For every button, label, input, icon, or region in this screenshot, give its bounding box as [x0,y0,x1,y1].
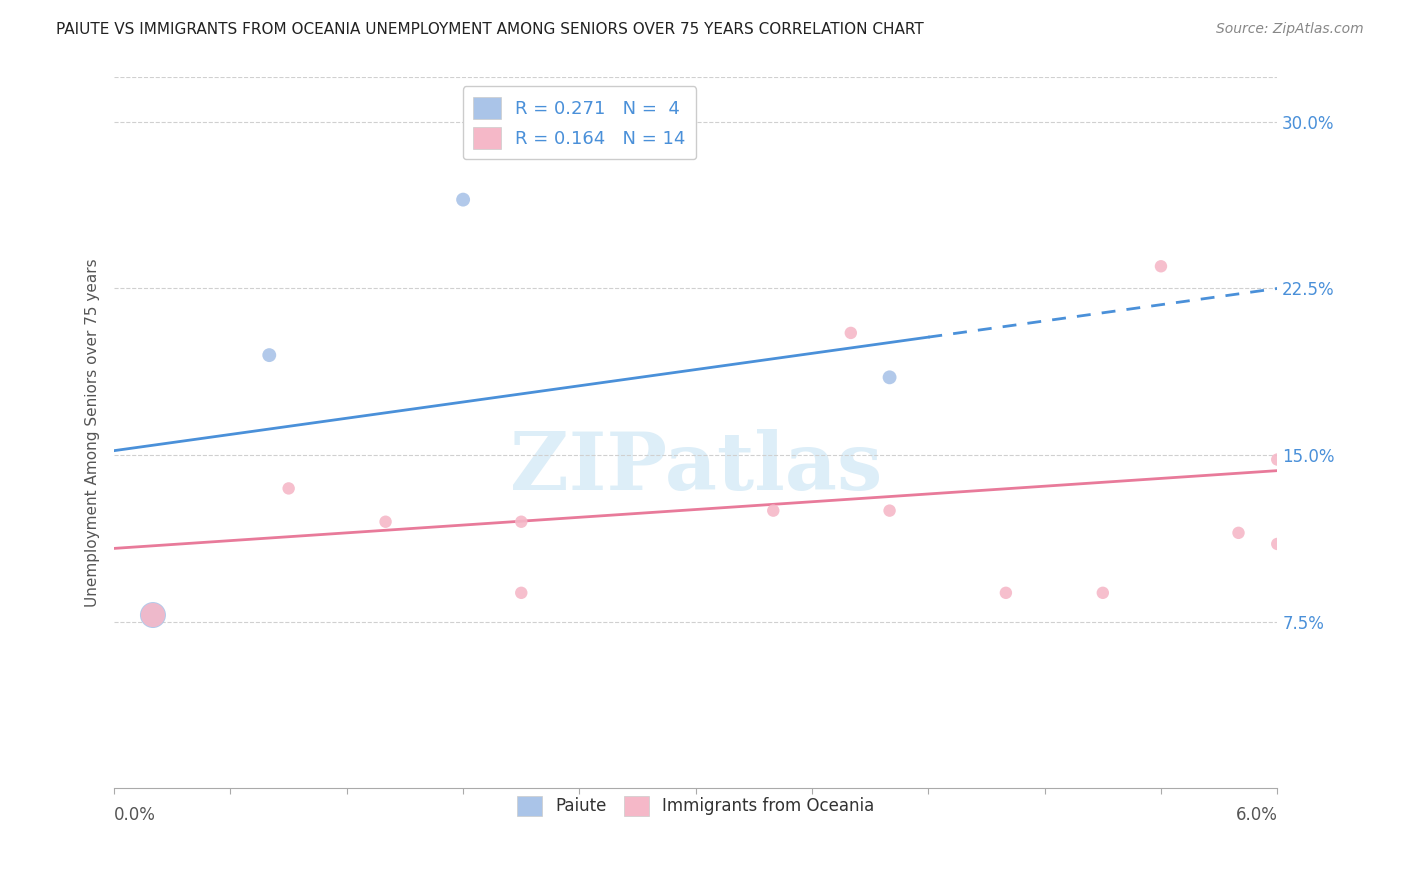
Point [1227,525,1250,540]
Point [839,326,862,340]
Point [994,586,1017,600]
Text: 6.0%: 6.0% [1236,806,1277,824]
Text: PAIUTE VS IMMIGRANTS FROM OCEANIA UNEMPLOYMENT AMONG SENIORS OVER 75 YEARS CORRE: PAIUTE VS IMMIGRANTS FROM OCEANIA UNEMPL… [56,22,924,37]
Point [142,608,165,623]
Point [259,348,281,362]
Legend: Paiute, Immigrants from Oceania: Paiute, Immigrants from Oceania [510,789,882,822]
Point [879,503,901,517]
Point [762,503,785,517]
Y-axis label: Unemployment Among Seniors over 75 years: Unemployment Among Seniors over 75 years [86,259,100,607]
Point [1265,452,1288,467]
Point [510,586,533,600]
Text: 0.0%: 0.0% [114,806,156,824]
Point [374,515,396,529]
Point [142,608,165,623]
Text: ZIPatlas: ZIPatlas [509,429,882,508]
Point [1091,586,1114,600]
Point [451,193,474,207]
Point [879,370,901,384]
Point [1150,260,1173,274]
Point [510,515,533,529]
Text: Source: ZipAtlas.com: Source: ZipAtlas.com [1216,22,1364,37]
Point [277,482,299,496]
Point [1265,537,1288,551]
